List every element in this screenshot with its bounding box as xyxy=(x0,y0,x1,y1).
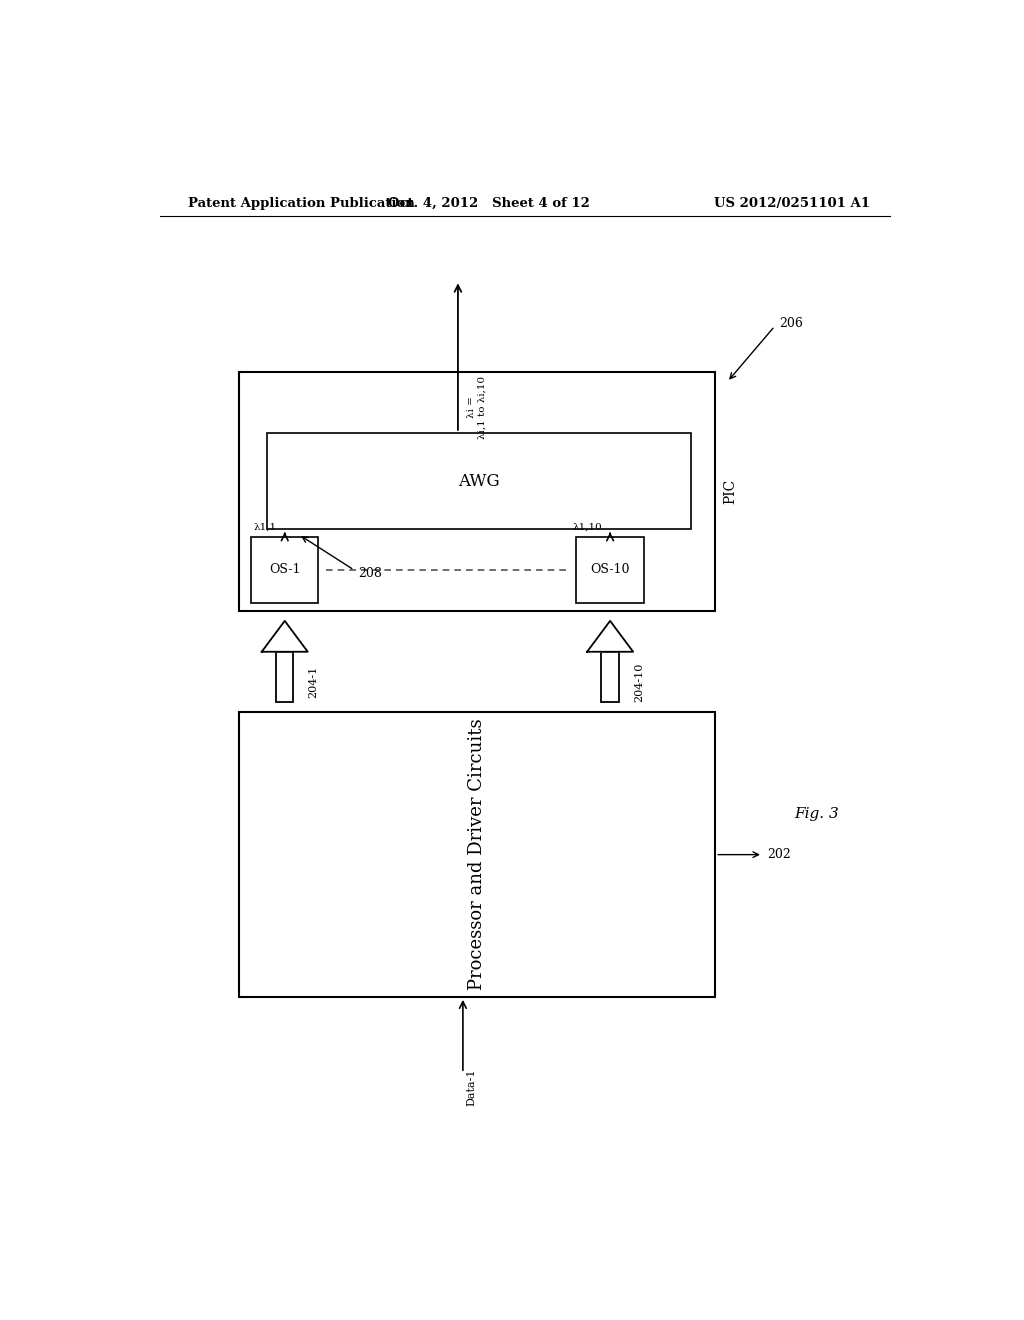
Bar xyxy=(577,536,644,602)
Text: OS-1: OS-1 xyxy=(269,564,300,576)
Text: λi =: λi = xyxy=(468,396,476,418)
Text: Data-1: Data-1 xyxy=(467,1068,477,1106)
Text: Patent Application Publication: Patent Application Publication xyxy=(187,197,415,210)
Text: US 2012/0251101 A1: US 2012/0251101 A1 xyxy=(714,197,870,210)
Bar xyxy=(276,652,294,702)
Text: AWG: AWG xyxy=(459,473,500,490)
Text: 204-1: 204-1 xyxy=(308,665,318,698)
Bar xyxy=(240,713,715,997)
Text: 206: 206 xyxy=(778,317,803,330)
Text: 204-10: 204-10 xyxy=(634,663,644,701)
Polygon shape xyxy=(262,620,308,652)
Polygon shape xyxy=(587,620,633,652)
Text: 202: 202 xyxy=(767,849,791,861)
Bar xyxy=(267,433,691,529)
Text: Oct. 4, 2012   Sheet 4 of 12: Oct. 4, 2012 Sheet 4 of 12 xyxy=(388,197,590,210)
Text: λ1,1: λ1,1 xyxy=(254,523,276,532)
Text: λ1,10: λ1,10 xyxy=(572,523,602,532)
Bar xyxy=(251,536,318,602)
Text: λi,1 to λi,10: λi,1 to λi,10 xyxy=(478,376,486,440)
Bar xyxy=(240,372,715,611)
Text: PIC: PIC xyxy=(723,479,737,504)
Bar xyxy=(601,652,618,702)
Text: OS-10: OS-10 xyxy=(591,564,630,576)
Text: 208: 208 xyxy=(358,566,382,579)
Text: Fig. 3: Fig. 3 xyxy=(795,807,840,821)
Text: Processor and Driver Circuits: Processor and Driver Circuits xyxy=(468,719,486,990)
